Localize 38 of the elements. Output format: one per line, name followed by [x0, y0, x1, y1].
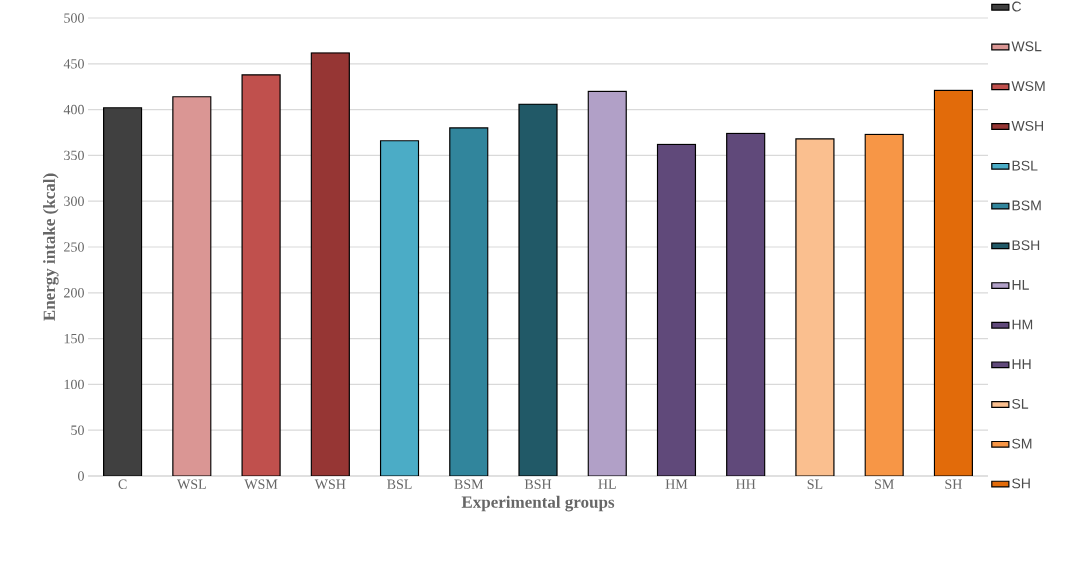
y-tick-label: 250: [64, 242, 84, 252]
legend-label: WSM: [1011, 81, 1045, 92]
x-tick-label: WSL: [177, 479, 206, 490]
x-tick-label: HL: [598, 479, 616, 489]
legend-label: BSH: [1012, 240, 1040, 251]
y-tick-label: 300: [64, 196, 84, 206]
legend-label: HL: [1012, 280, 1029, 290]
legend-label: HM: [1012, 319, 1033, 330]
y-tick-label: 50: [71, 425, 84, 435]
y-tick-label: 450: [63, 59, 84, 69]
y-tick-label: 400: [63, 104, 84, 115]
legend-label: HH: [1012, 359, 1031, 369]
y-tick-label: 500: [64, 13, 84, 23]
legend-label: SL: [1012, 398, 1029, 409]
legend-label: BSM: [1012, 200, 1041, 211]
legend-label: SM: [1012, 438, 1032, 449]
x-tick-label: WSM: [244, 479, 278, 490]
y-axis-title: Energy intake (kcal): [43, 173, 59, 321]
y-tick-label: 200: [64, 288, 84, 298]
x-tick-label: WSH: [314, 479, 346, 490]
legend-label: WSH: [1011, 120, 1043, 131]
x-tick-label: HH: [735, 479, 756, 489]
x-axis-title: Experimental groups: [461, 495, 615, 512]
x-tick-label: C: [118, 479, 127, 489]
legend-label: WSL: [1011, 41, 1042, 52]
x-tick-label: BSL: [387, 479, 412, 489]
y-tick-label: 0: [78, 471, 84, 481]
legend-label: BSL: [1012, 160, 1038, 171]
x-tick-label: BSM: [454, 479, 484, 489]
x-tick-label: HM: [665, 479, 688, 489]
y-tick-label: 150: [64, 333, 84, 344]
x-tick-label: BSH: [524, 479, 552, 489]
x-tick-label: SH: [945, 479, 962, 489]
legend-label: C: [1012, 1, 1022, 12]
y-tick-label: 350: [64, 150, 84, 161]
x-tick-label: SM: [874, 479, 894, 489]
x-tick-label: SL: [807, 479, 823, 489]
y-tick-label: 100: [64, 379, 84, 390]
